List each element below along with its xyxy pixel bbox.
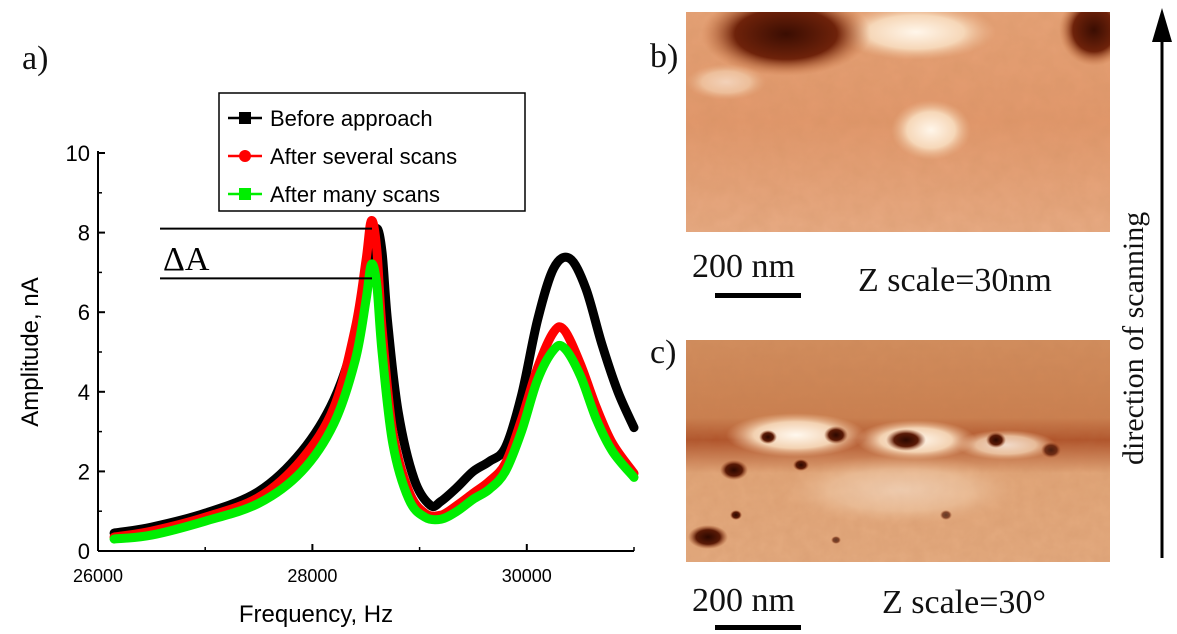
- x-tick-label: 28000: [287, 566, 337, 586]
- scalebar-b: [715, 293, 801, 298]
- afm-topography-image: [686, 12, 1110, 232]
- x-tick-label: 30000: [502, 566, 552, 586]
- x-axis-title: Frequency, Hz: [239, 601, 393, 628]
- zscale-label-c: Z scale=30°: [882, 584, 1046, 621]
- legend: Before approach After several scans After …: [218, 92, 526, 212]
- y-tick-label: 2: [78, 459, 90, 484]
- legend-label-1: After several scans: [270, 144, 457, 169]
- legend-box: [218, 92, 526, 212]
- x-tick-label: 26000: [73, 566, 123, 586]
- panel-label-c: c): [650, 334, 677, 371]
- legend-marker-1: [239, 150, 251, 162]
- scan-direction-label: direction of scanning: [1117, 211, 1150, 465]
- zscale-label-b: Z scale=30nm: [858, 262, 1052, 299]
- scalebar-label-b: 200 nm: [692, 248, 795, 285]
- amplitude-chart: 0 2 4 6 8 10 26000 28000 30000 Frequency, Hz Ampli…: [17, 92, 639, 628]
- panel-label-a: a): [22, 40, 49, 77]
- scan-direction-arrow: [1152, 8, 1172, 558]
- scalebar-c: [715, 625, 801, 630]
- scalebar-label-c: 200 nm: [692, 582, 795, 619]
- y-axis-title: Amplitude, nA: [17, 277, 44, 426]
- afm-phase-image: [686, 340, 1110, 562]
- y-tick-label: 10: [66, 141, 90, 166]
- legend-marker-0: [239, 112, 251, 124]
- series-line-0: [109, 224, 639, 538]
- plot-layer: 0 2 4 6 8 10 26000 28000 30000 Frequency, Hz Ampli…: [17, 92, 639, 628]
- y-tick-label: 6: [78, 300, 90, 325]
- legend-marker-2: [239, 188, 251, 200]
- legend-label-0: Before approach: [270, 106, 433, 131]
- y-tick-label: 0: [78, 539, 90, 564]
- y-tick-label: 8: [78, 221, 90, 246]
- legend-label-2: After many scans: [270, 182, 440, 207]
- delta-a-annotation: ΔA: [163, 241, 210, 278]
- y-tick-label: 4: [78, 380, 90, 405]
- panel-label-b: b): [650, 38, 679, 75]
- series-line-2: [109, 259, 639, 544]
